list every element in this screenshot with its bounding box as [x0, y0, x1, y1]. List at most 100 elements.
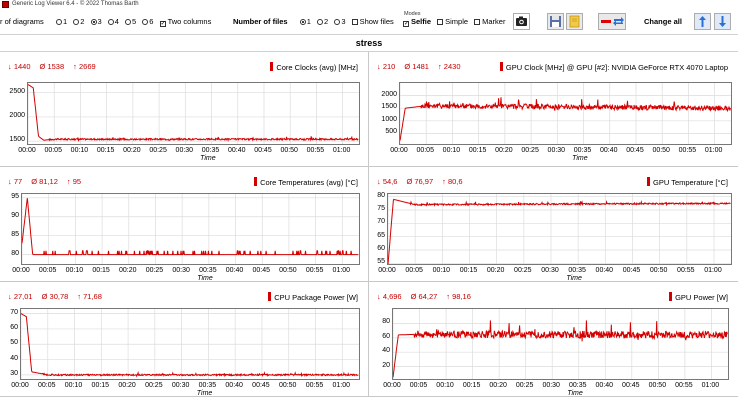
y-tick-label: 20	[382, 361, 390, 369]
x-tick-label: 00:50	[278, 382, 297, 389]
x-tick-label: 00:00	[383, 382, 401, 389]
x-tick-label: 00:05	[38, 267, 57, 274]
x-tick-label: 00:40	[599, 147, 618, 154]
chart-title-text: GPU Power [W]	[675, 293, 728, 302]
chart-panel-gpu-clock: ↓ 210 Ø 1481 ↑ 2430 GPU Clock [MHz] @ GPU […	[369, 52, 738, 167]
x-axis-label: Time	[197, 275, 213, 282]
radio-diagrams-2[interactable]: 2	[73, 17, 84, 26]
move-up-button[interactable]	[694, 13, 711, 30]
x-tick-label: 00:00	[18, 147, 36, 154]
x-tick-label: 00:20	[486, 267, 505, 274]
plot-area	[392, 308, 729, 380]
chart-title-text: GPU Clock [MHz] @ GPU [#2]: NVIDIA GeFor…	[505, 63, 728, 72]
y-tick-label: 80	[382, 318, 390, 326]
chart-panel-gpu-power: ↓ 4,696 Ø 64,27 ↑ 98,16 GPU Power [W] 80 60 40…	[369, 282, 738, 397]
selfie-checkbox[interactable]: ✓ Selfie	[403, 17, 432, 27]
radio-diagrams-1[interactable]: 1	[55, 17, 67, 26]
swap-color-button[interactable]	[598, 13, 626, 30]
x-tick-label: 00:10	[442, 147, 461, 154]
radio-diagrams-5[interactable]: 5	[125, 17, 136, 26]
radio-files-1[interactable]: 1	[299, 17, 311, 26]
x-axis-label: Time	[196, 390, 213, 397]
radio-diagrams-4[interactable]: 4	[107, 17, 119, 26]
stats-row: ↓ 1440 Ø 1538 ↑ 2669	[8, 62, 105, 71]
y-tick-label: 40	[10, 354, 18, 362]
stat-max: ↑ 98,16	[446, 292, 471, 301]
x-axis-label: Time	[572, 155, 588, 162]
x-tick-label: 00:15	[92, 267, 110, 274]
chart-panel-core-clocks: ↓ 1440 Ø 1538 ↑ 2669 Core Clocks (avg) [MHz…	[0, 52, 369, 167]
modes-label: Modes	[404, 11, 421, 17]
plot-area	[21, 193, 360, 265]
x-tick-label: 00:30	[542, 382, 560, 389]
stats-row: ↓ 77 Ø 81,12 ↑ 95	[8, 177, 90, 186]
x-tick-label: 00:20	[489, 382, 507, 389]
x-tick-label: 00:30	[175, 147, 194, 154]
simple-checkbox[interactable]: Simple	[437, 17, 468, 26]
stat-avg: Ø 81,12	[31, 177, 58, 186]
move-down-button[interactable]	[714, 13, 731, 30]
section-title: stress	[0, 35, 738, 52]
x-tick-label: 00:30	[172, 267, 190, 274]
radio-files-3[interactable]: 3	[334, 17, 345, 26]
x-tick-label: 00:05	[416, 147, 434, 154]
two-columns-checkbox[interactable]: ✓ Two columns	[159, 17, 212, 27]
x-tick-label: 00:50	[649, 267, 668, 274]
stats-row: ↓ 4,696 Ø 64,27 ↑ 98,16	[377, 292, 480, 301]
chart-title-text: Core Temperatures (avg) [°C]	[260, 178, 358, 187]
series-line	[388, 198, 731, 264]
series-line	[393, 320, 728, 378]
y-tick-label: 1000	[381, 115, 397, 123]
files-label: Number of files	[233, 17, 288, 26]
radio-diagrams-3[interactable]: 3	[90, 17, 102, 26]
x-tick-label: 00:05	[38, 382, 56, 389]
y-tick-label: 85	[11, 230, 19, 238]
x-axis-label: Time	[566, 275, 582, 282]
x-tick-label: 00:35	[568, 382, 587, 389]
series-line	[28, 84, 359, 143]
x-tick-label: 00:45	[622, 382, 640, 389]
x-tick-label: 00:25	[521, 147, 539, 154]
y-tick-label: 80	[377, 191, 385, 199]
series-color-marker	[268, 292, 272, 301]
chart-svg	[393, 309, 728, 379]
x-tick-label: 00:10	[432, 267, 451, 274]
radio-files-2[interactable]: 2	[317, 17, 328, 26]
x-tick-label: 00:20	[123, 147, 141, 154]
x-tick-label: 00:45	[252, 382, 270, 389]
arrow-up-icon	[699, 16, 706, 27]
stat-avg: Ø 30,78	[41, 292, 69, 301]
radio-diagrams-6[interactable]: 6	[142, 17, 153, 26]
y-tick-label: 60	[377, 245, 385, 252]
y-tick-label: 95	[11, 192, 19, 200]
x-tick-label: 00:25	[145, 267, 164, 274]
series-line	[400, 97, 731, 141]
file-count-group: Number of files 1 2 3 Show files	[233, 17, 398, 26]
toolbar: r of diagrams 1 2 3 4 5 6 ✓ Two columns N…	[0, 10, 738, 35]
x-tick-label: 00:40	[225, 267, 244, 274]
camera-button[interactable]	[513, 13, 530, 30]
x-tick-label: 00:00	[12, 267, 30, 274]
stats-row: ↓ 54,6 Ø 76,97 ↑ 80,6	[377, 177, 472, 186]
open-file-button[interactable]	[566, 13, 583, 30]
save-button[interactable]	[547, 13, 564, 30]
plot-area	[387, 193, 732, 265]
chart-svg	[388, 194, 731, 264]
x-tick-label: 00:55	[678, 147, 697, 154]
diagrams-label: r of diagrams	[0, 17, 44, 26]
x-tick-label: 00:35	[198, 382, 217, 389]
x-tick-label: 00:10	[64, 382, 83, 389]
chart-title-text: GPU Temperature [°C]	[653, 178, 728, 187]
stat-min: ↓ 77	[8, 177, 23, 186]
show-files-checkbox[interactable]: Show files	[351, 17, 394, 26]
x-tick-label: 00:40	[225, 382, 243, 389]
stats-row: ↓ 27,01 Ø 30,78 ↑ 71,68	[8, 292, 111, 301]
y-tick-label: 70	[377, 218, 385, 226]
x-tick-label: 00:40	[227, 147, 246, 154]
x-tick-label: 01:00	[704, 147, 723, 154]
marker-checkbox[interactable]: Marker	[474, 17, 505, 26]
series-color-marker	[499, 62, 503, 71]
stat-max: ↑ 2430	[437, 62, 461, 71]
x-tick-label: 00:35	[199, 267, 217, 274]
camera-icon	[516, 16, 527, 26]
